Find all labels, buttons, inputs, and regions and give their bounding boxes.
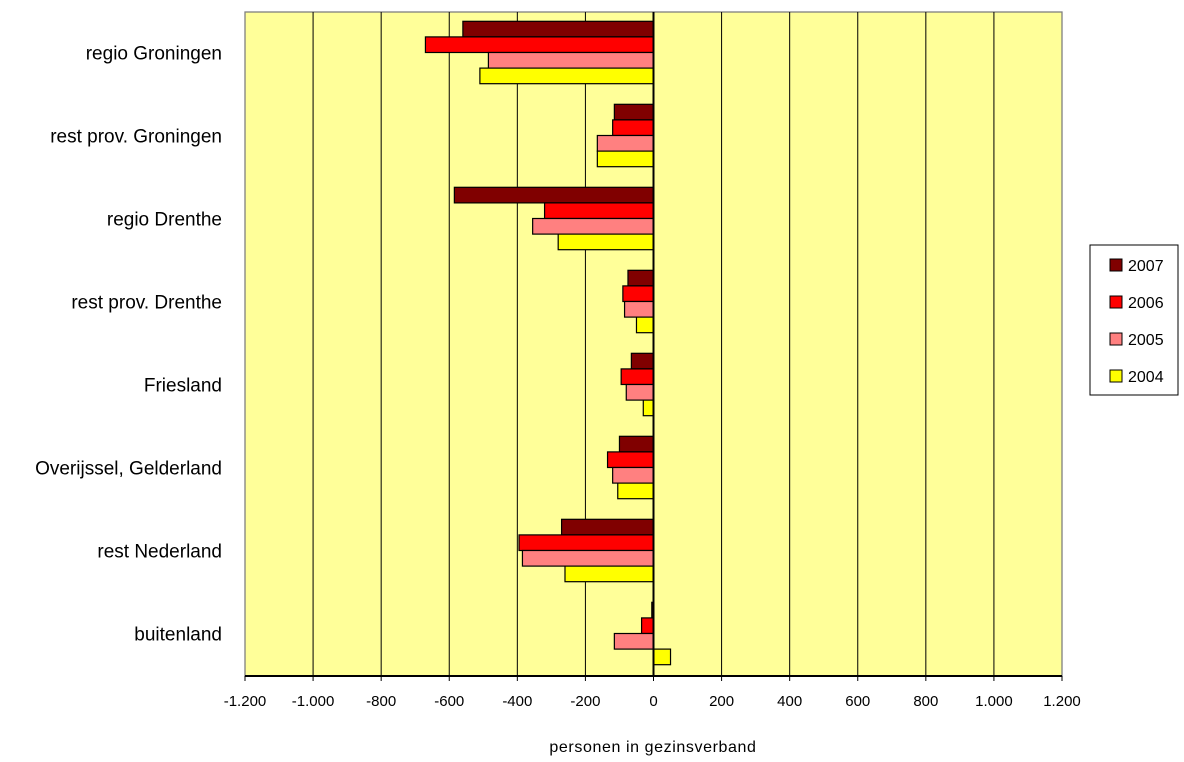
y-axis: regio Groningen rest prov. Groningen regio… <box>35 12 655 676</box>
bar-2005 <box>613 632 655 650</box>
legend-swatch-2006 <box>1109 295 1123 309</box>
bar-2006 <box>620 368 655 386</box>
category-label: Overijssel, Gelderland <box>35 459 222 480</box>
bar-2006 <box>612 119 655 137</box>
bar-2007 <box>613 103 655 121</box>
legend: 2007 2006 2005 2004 <box>1089 244 1179 396</box>
bar-2004 <box>635 316 655 334</box>
category-label: rest prov. Groningen <box>50 127 222 148</box>
bar-2007 <box>462 20 655 38</box>
legend-swatch-2007 <box>1109 258 1123 272</box>
bar-2006 <box>640 617 655 635</box>
bar-2005 <box>532 217 655 235</box>
bar-2005 <box>487 51 655 69</box>
bar-2006 <box>543 202 655 220</box>
bar-2004 <box>652 648 672 666</box>
x-tick-label: -400 <box>502 693 532 710</box>
category-label: Friesland <box>144 376 222 397</box>
bar-2007 <box>618 435 655 453</box>
bar-2007 <box>630 352 655 370</box>
bar-2006 <box>606 451 655 469</box>
x-tick-label: 400 <box>777 693 802 710</box>
x-axis-title: personen in gezinsverband <box>549 739 756 756</box>
bars <box>424 20 672 666</box>
x-tick-label: 200 <box>709 693 734 710</box>
x-tick-label: 1.200 <box>1043 693 1081 710</box>
legend-label-2007: 2007 <box>1128 258 1164 275</box>
category-label: regio Drenthe <box>107 210 222 231</box>
bar-2004 <box>564 565 655 583</box>
bar-2005 <box>521 549 655 567</box>
legend-label-2004: 2004 <box>1128 369 1164 386</box>
bar-2007 <box>627 269 655 287</box>
bar-2005 <box>612 466 655 484</box>
legend-box <box>1089 244 1179 396</box>
bar-2004 <box>596 150 655 168</box>
bar-2004 <box>557 233 655 251</box>
x-tick-label: -1.000 <box>292 693 335 710</box>
category-label: rest Nederland <box>97 542 222 563</box>
bar-2006 <box>424 36 655 54</box>
x-tick-label: 1.000 <box>975 693 1013 710</box>
legend-swatch-2005 <box>1109 332 1123 346</box>
x-tick-label: -200 <box>570 693 600 710</box>
category-label: buitenland <box>134 625 222 646</box>
bar-2004 <box>617 482 655 500</box>
x-tick-label: -1.200 <box>224 693 267 710</box>
bar-2005 <box>596 134 655 152</box>
bar-2006 <box>622 285 655 303</box>
legend-label-2005: 2005 <box>1128 332 1164 349</box>
legend-swatch-2004 <box>1109 369 1123 383</box>
bar-2005 <box>625 383 655 401</box>
x-tick-label: -800 <box>366 693 396 710</box>
bar-2007 <box>560 518 655 536</box>
bar-2007 <box>453 186 655 204</box>
bar-2006 <box>518 534 655 552</box>
bar-2004 <box>479 67 655 85</box>
bar-2004 <box>642 399 655 417</box>
x-tick-label: -600 <box>434 693 464 710</box>
x-tick-label: 0 <box>649 693 657 710</box>
category-label: regio Groningen <box>86 44 222 65</box>
bar-2005 <box>623 300 655 318</box>
x-tick-label: 800 <box>913 693 938 710</box>
x-axis: -1.200 -1.000 -800 -600 -400 -200 0 200 400 600 80… <box>224 675 1081 710</box>
category-label: rest prov. Drenthe <box>71 293 222 314</box>
legend-label-2006: 2006 <box>1128 295 1164 312</box>
x-tick-label: 600 <box>845 693 870 710</box>
